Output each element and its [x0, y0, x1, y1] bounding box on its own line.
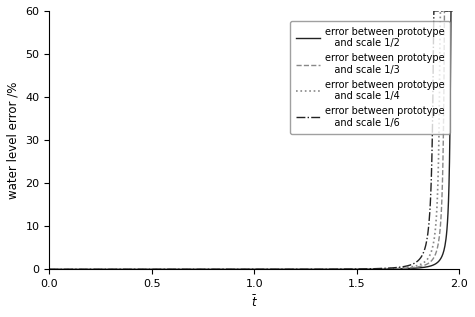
error between prototype
   and scale 1/3: [442, 9, 447, 13]
error between prototype
   and scale 1/3: [71, 268, 77, 271]
error between prototype
   and scale 1/6: [71, 268, 77, 271]
error between prototype
   and scale 1/3: [393, 267, 399, 270]
error between prototype
   and scale 1/6: [280, 268, 286, 271]
Line: error between prototype
   and scale 1/4: error between prototype and scale 1/4: [49, 11, 452, 269]
error between prototype
   and scale 1/2: [280, 268, 286, 271]
error between prototype
   and scale 1/4: [303, 268, 309, 271]
error between prototype
   and scale 1/4: [352, 267, 358, 271]
error between prototype
   and scale 1/4: [393, 266, 399, 270]
error between prototype
   and scale 1/3: [47, 268, 52, 271]
error between prototype
   and scale 1/3: [291, 268, 296, 271]
error between prototype
   and scale 1/4: [437, 9, 443, 13]
error between prototype
   and scale 1/2: [303, 268, 309, 271]
error between prototype
   and scale 1/2: [352, 267, 358, 271]
error between prototype
   and scale 1/4: [280, 268, 286, 271]
error between prototype
   and scale 1/4: [291, 268, 296, 271]
error between prototype
   and scale 1/6: [303, 267, 309, 271]
error between prototype
   and scale 1/2: [449, 9, 455, 13]
Legend: error between prototype
   and scale 1/2, error between prototype
   and scale 1: error between prototype and scale 1/2, e…: [290, 21, 450, 134]
error between prototype
   and scale 1/6: [291, 268, 296, 271]
X-axis label: $\bar{t}$: $\bar{t}$: [251, 294, 258, 310]
Line: error between prototype
   and scale 1/2: error between prototype and scale 1/2: [49, 11, 452, 269]
error between prototype
   and scale 1/6: [352, 267, 358, 271]
error between prototype
   and scale 1/6: [393, 266, 399, 269]
error between prototype
   and scale 1/4: [449, 9, 455, 13]
error between prototype
   and scale 1/2: [393, 267, 399, 271]
error between prototype
   and scale 1/2: [47, 268, 52, 271]
error between prototype
   and scale 1/6: [47, 268, 52, 271]
error between prototype
   and scale 1/4: [47, 268, 52, 271]
Line: error between prototype
   and scale 1/6: error between prototype and scale 1/6: [49, 11, 452, 269]
error between prototype
   and scale 1/2: [448, 9, 454, 13]
Line: error between prototype
   and scale 1/3: error between prototype and scale 1/3: [49, 11, 452, 269]
error between prototype
   and scale 1/3: [449, 9, 455, 13]
error between prototype
   and scale 1/6: [431, 9, 437, 13]
error between prototype
   and scale 1/2: [291, 268, 296, 271]
error between prototype
   and scale 1/3: [280, 268, 286, 271]
Y-axis label: water level error /%: water level error /%: [7, 81, 20, 199]
error between prototype
   and scale 1/3: [303, 268, 309, 271]
error between prototype
   and scale 1/3: [352, 267, 358, 271]
error between prototype
   and scale 1/4: [71, 268, 77, 271]
error between prototype
   and scale 1/6: [449, 9, 455, 13]
error between prototype
   and scale 1/2: [71, 268, 77, 271]
